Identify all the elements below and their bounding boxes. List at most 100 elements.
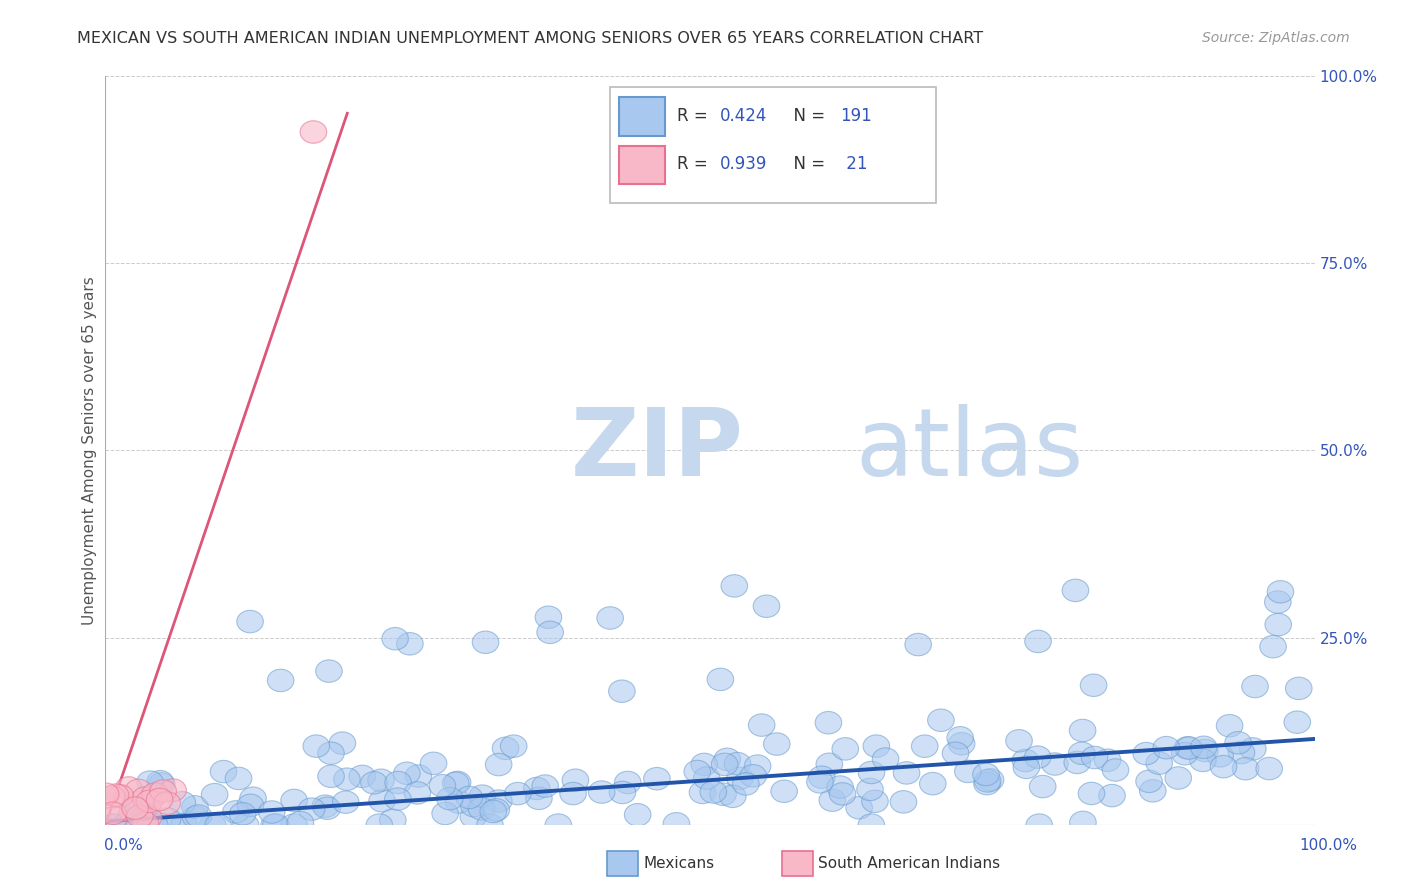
Ellipse shape [1080,674,1107,697]
Ellipse shape [131,806,156,830]
Ellipse shape [955,760,981,782]
Ellipse shape [368,769,394,791]
Ellipse shape [318,742,344,764]
Ellipse shape [1081,747,1108,769]
Ellipse shape [609,781,636,804]
Ellipse shape [281,789,308,812]
Ellipse shape [710,783,737,805]
Ellipse shape [1232,757,1258,780]
Ellipse shape [1240,738,1267,760]
Ellipse shape [977,769,1004,791]
Ellipse shape [125,779,152,802]
Ellipse shape [181,796,208,818]
Ellipse shape [818,789,845,812]
Ellipse shape [101,807,127,830]
Ellipse shape [1133,742,1160,764]
Ellipse shape [472,631,499,654]
Ellipse shape [162,814,188,837]
Ellipse shape [492,737,519,759]
Ellipse shape [236,610,263,632]
Ellipse shape [146,789,173,811]
Ellipse shape [329,732,356,755]
Ellipse shape [1042,753,1069,775]
Ellipse shape [153,792,180,814]
Ellipse shape [721,574,748,597]
Ellipse shape [1029,775,1056,797]
Ellipse shape [148,772,174,795]
Ellipse shape [531,775,558,797]
Ellipse shape [200,814,226,837]
FancyBboxPatch shape [620,145,665,185]
Ellipse shape [920,772,946,795]
Ellipse shape [479,800,506,822]
Text: R =: R = [678,106,713,125]
Ellipse shape [132,787,159,809]
Text: 0.939: 0.939 [720,155,768,173]
Ellipse shape [1216,714,1243,737]
Ellipse shape [349,765,375,788]
Ellipse shape [316,660,342,682]
Ellipse shape [1284,711,1310,733]
Ellipse shape [624,804,651,826]
Text: South American Indians: South American Indians [818,856,1001,871]
Ellipse shape [1241,675,1268,698]
Ellipse shape [858,761,884,784]
Ellipse shape [1070,811,1097,834]
Ellipse shape [1264,591,1291,614]
Ellipse shape [815,712,842,734]
Ellipse shape [127,805,153,828]
Ellipse shape [973,764,1000,786]
Ellipse shape [862,790,889,813]
Ellipse shape [815,753,842,775]
Ellipse shape [1229,741,1254,764]
Ellipse shape [262,814,287,837]
Ellipse shape [562,769,589,791]
Text: N =: N = [783,106,830,125]
Ellipse shape [827,776,853,798]
Ellipse shape [117,806,143,830]
Ellipse shape [446,791,472,814]
Text: atlas: atlas [855,404,1084,497]
Ellipse shape [470,785,496,807]
Ellipse shape [863,735,890,757]
Ellipse shape [142,783,169,805]
Text: 0.0%: 0.0% [104,838,143,853]
Ellipse shape [505,782,531,805]
Ellipse shape [115,777,142,799]
Ellipse shape [770,780,797,803]
Ellipse shape [1102,759,1129,781]
Ellipse shape [1139,780,1166,802]
Ellipse shape [948,732,974,755]
Ellipse shape [404,781,430,804]
Ellipse shape [150,780,176,802]
Ellipse shape [1005,730,1032,752]
Ellipse shape [368,789,395,812]
Ellipse shape [263,814,290,837]
Ellipse shape [239,787,266,809]
Ellipse shape [546,814,572,837]
Ellipse shape [238,794,264,816]
Ellipse shape [232,814,259,837]
Ellipse shape [1256,757,1282,780]
Ellipse shape [333,768,360,790]
Ellipse shape [1267,581,1294,603]
Ellipse shape [1191,736,1218,758]
Ellipse shape [394,762,420,785]
Ellipse shape [122,791,149,814]
Ellipse shape [1094,749,1121,772]
Ellipse shape [1174,737,1201,759]
Ellipse shape [122,797,149,820]
Ellipse shape [314,797,340,820]
Ellipse shape [112,814,139,837]
Text: Source: ZipAtlas.com: Source: ZipAtlas.com [1202,31,1350,45]
Ellipse shape [120,799,146,822]
Ellipse shape [485,789,512,813]
Ellipse shape [98,786,125,808]
Ellipse shape [460,805,486,828]
Ellipse shape [1206,745,1233,767]
Ellipse shape [974,770,1001,792]
Ellipse shape [1025,746,1050,768]
Ellipse shape [598,607,623,629]
Ellipse shape [644,767,671,790]
Ellipse shape [609,680,636,703]
